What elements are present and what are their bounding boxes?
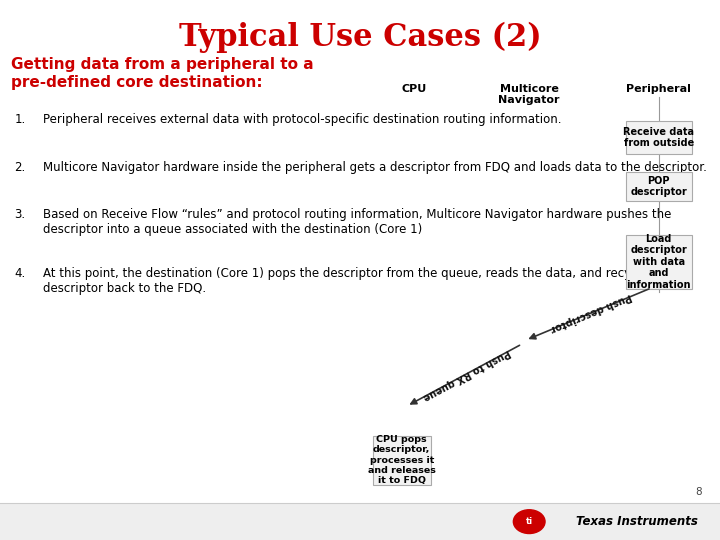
Text: Multicore Navigator hardware inside the peripheral gets a descriptor from FDQ an: Multicore Navigator hardware inside the … [43, 161, 707, 174]
Text: 2.: 2. [14, 161, 26, 174]
FancyBboxPatch shape [626, 121, 692, 154]
Text: CPU: CPU [401, 84, 427, 94]
FancyBboxPatch shape [373, 435, 431, 485]
Text: POP
descriptor: POP descriptor [631, 176, 687, 197]
Circle shape [513, 510, 545, 534]
Text: Multicore
Navigator: Multicore Navigator [498, 84, 560, 105]
Text: Load
descriptor
with data
and
information: Load descriptor with data and informatio… [626, 234, 691, 290]
Bar [0, 503, 720, 540]
Text: 1.: 1. [14, 113, 26, 126]
Text: 8: 8 [696, 487, 702, 497]
Text: Texas Instruments: Texas Instruments [576, 515, 698, 528]
Text: Peripheral: Peripheral [626, 84, 691, 94]
Text: Peripheral receives external data with protocol-specific destination routing inf: Peripheral receives external data with p… [43, 113, 562, 126]
Text: 3.: 3. [14, 208, 25, 221]
Text: Push descriptor: Push descriptor [549, 291, 633, 334]
Text: Getting data from a peripheral to a
pre-defined core destination:: Getting data from a peripheral to a pre-… [11, 57, 313, 90]
Text: 4.: 4. [14, 267, 26, 280]
Text: Push to RX queue: Push to RX queue [421, 347, 512, 402]
FancyBboxPatch shape [626, 172, 692, 201]
Text: ti: ti [526, 517, 533, 526]
Text: Based on Receive Flow “rules” and protocol routing information, Multicore Naviga: Based on Receive Flow “rules” and protoc… [43, 208, 672, 237]
FancyBboxPatch shape [626, 234, 692, 289]
Text: Typical Use Cases (2): Typical Use Cases (2) [179, 22, 541, 53]
Text: CPU pops
descriptor,
processes it
and releases
it to FDQ: CPU pops descriptor, processes it and re… [368, 435, 436, 485]
Text: At this point, the destination (Core 1) pops the descriptor from the queue, read: At this point, the destination (Core 1) … [43, 267, 678, 295]
Text: Receive data
from outside: Receive data from outside [624, 127, 694, 148]
